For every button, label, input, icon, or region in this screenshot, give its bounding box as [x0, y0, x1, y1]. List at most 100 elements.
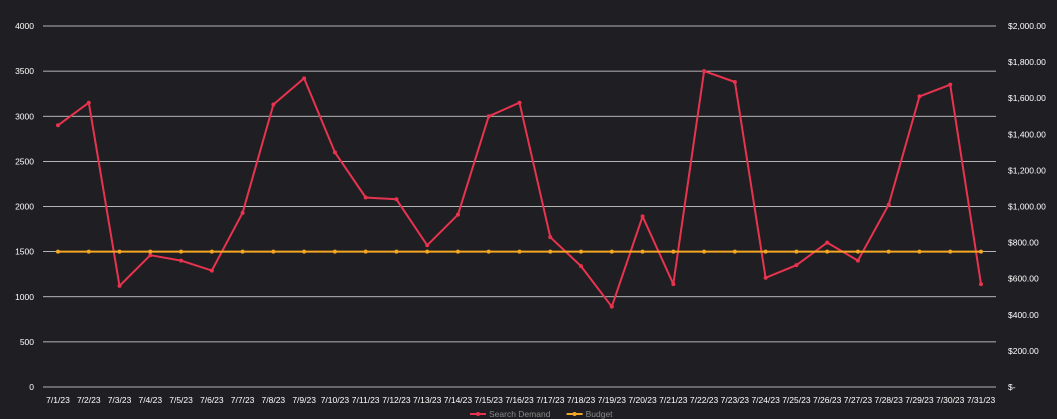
data-point-budget-0 — [56, 249, 60, 254]
data-point-budget-27 — [886, 249, 891, 254]
data-point-budget-8 — [302, 249, 307, 254]
left-axis: 0 500 1000 1500 2000 2500 3000 3500 4000 — [15, 21, 34, 392]
x-tick-label-6: 7/7/23 — [231, 395, 255, 405]
x-tick-label-29: 7/30/23 — [936, 395, 965, 405]
y-tick-label-7: 3500 — [15, 66, 34, 76]
data-point-budget-17 — [579, 249, 584, 254]
x-tick-label-14: 7/15/23 — [475, 395, 504, 405]
data-point-search-demand-16 — [548, 235, 553, 240]
y2-tick-label-5: $1,000.00 — [1008, 202, 1046, 212]
data-point-search-demand-3 — [148, 253, 153, 258]
y-tick-label-8: 4000 — [15, 21, 34, 31]
x-tick-label-21: 7/22/23 — [690, 395, 719, 405]
data-point-budget-14 — [486, 249, 491, 254]
data-point-search-demand-6 — [240, 210, 245, 215]
data-point-search-demand-27 — [886, 202, 891, 207]
x-tick-label-12: 7/13/23 — [413, 395, 442, 405]
data-point-search-demand-22 — [732, 79, 737, 84]
legend: Search Demand Budget — [470, 409, 613, 419]
data-point-search-demand-11 — [394, 197, 399, 202]
x-tick-label-9: 7/10/23 — [321, 395, 350, 405]
data-point-search-demand-30 — [979, 282, 983, 287]
y2-tick-label-6: $1,200.00 — [1008, 165, 1046, 175]
x-tick-label-25: 7/26/23 — [813, 395, 842, 405]
data-point-search-demand-15 — [517, 100, 522, 105]
x-tick-label-16: 7/17/23 — [536, 395, 565, 405]
data-point-search-demand-8 — [302, 76, 307, 81]
data-point-budget-30 — [979, 249, 983, 254]
x-tick-label-30: 7/31/23 — [967, 395, 996, 405]
x-tick-label-27: 7/28/23 — [875, 395, 904, 405]
data-point-search-demand-7 — [271, 102, 276, 107]
legend-item-search-demand: Search Demand — [470, 409, 551, 419]
y-tick-label-6: 3000 — [15, 111, 34, 121]
data-point-search-demand-28 — [917, 94, 922, 99]
data-point-budget-6 — [240, 249, 245, 254]
x-tick-label-17: 7/18/23 — [567, 395, 596, 405]
data-point-budget-5 — [209, 249, 214, 254]
y-tick-label-1: 500 — [20, 337, 34, 347]
x-tick-label-7: 7/8/23 — [262, 395, 286, 405]
data-point-budget-12 — [425, 249, 430, 254]
x-tick-label-18: 7/19/23 — [598, 395, 627, 405]
data-point-budget-28 — [917, 249, 922, 254]
data-point-search-demand-24 — [794, 263, 799, 268]
x-tick-label-2: 7/3/23 — [108, 395, 132, 405]
data-point-budget-1 — [86, 249, 91, 254]
data-point-budget-7 — [271, 249, 276, 254]
series-line-search-demand — [57, 70, 982, 308]
y2-tick-label-1: $200.00 — [1008, 346, 1039, 356]
x-tick-label-13: 7/14/23 — [444, 395, 473, 405]
legend-marker-budget — [572, 412, 577, 416]
x-tick-label-23: 7/24/23 — [751, 395, 780, 405]
data-point-search-demand-21 — [702, 69, 707, 74]
data-point-budget-10 — [363, 249, 368, 254]
data-point-search-demand-4 — [179, 258, 184, 263]
y2-tick-label-8: $1,600.00 — [1008, 93, 1046, 103]
data-point-search-demand-14 — [486, 114, 491, 119]
x-axis: 7/1/23 7/2/23 7/3/23 7/4/23 7/5/23 7/6/23 7/7/… — [46, 395, 995, 405]
data-point-budget-2 — [117, 249, 122, 254]
x-tick-label-10: 7/11/23 — [352, 395, 380, 405]
x-tick-label-20: 7/21/23 — [659, 395, 688, 405]
data-point-search-demand-13 — [455, 212, 460, 217]
data-point-budget-4 — [179, 249, 184, 254]
x-tick-label-28: 7/29/23 — [905, 395, 934, 405]
data-point-search-demand-0 — [56, 123, 60, 128]
data-point-search-demand-9 — [332, 150, 337, 155]
data-point-budget-11 — [394, 249, 399, 254]
x-tick-label-15: 7/16/23 — [505, 395, 534, 405]
data-point-budget-26 — [855, 249, 860, 254]
legend-label-search-demand: Search Demand — [489, 409, 551, 419]
x-tick-label-19: 7/20/23 — [628, 395, 657, 405]
data-point-search-demand-1 — [86, 100, 91, 105]
gridlines — [43, 25, 996, 388]
data-point-search-demand-19 — [640, 214, 645, 219]
data-point-budget-19 — [640, 249, 645, 254]
legend-marker-search-demand — [476, 412, 480, 416]
data-point-search-demand-23 — [763, 275, 768, 280]
x-tick-label-4: 7/5/23 — [169, 395, 193, 405]
data-point-budget-21 — [702, 249, 707, 254]
y-tick-label-4: 2000 — [15, 202, 34, 212]
data-point-budget-29 — [948, 249, 953, 254]
data-point-search-demand-29 — [948, 82, 953, 87]
data-point-search-demand-26 — [855, 258, 860, 263]
y-tick-label-3: 1500 — [15, 247, 34, 257]
data-point-search-demand-18 — [609, 304, 614, 309]
y2-tick-label-3: $600.00 — [1008, 274, 1039, 284]
y2-tick-label-2: $400.00 — [1008, 310, 1039, 320]
legend-label-budget: Budget — [586, 409, 614, 419]
right-axis: $- $200.00 $400.00 $600.00 $800.00 $1,000.00 $… — [1008, 21, 1046, 392]
x-tick-label-3: 7/4/23 — [138, 395, 162, 405]
y-tick-label-0: 0 — [29, 382, 34, 392]
data-point-search-demand-25 — [825, 240, 830, 245]
data-point-budget-18 — [609, 249, 614, 254]
y2-tick-label-4: $800.00 — [1008, 238, 1039, 248]
y2-tick-label-10: $2,000.00 — [1008, 21, 1046, 31]
data-point-budget-3 — [148, 249, 153, 254]
x-tick-label-1: 7/2/23 — [77, 395, 101, 405]
data-point-budget-20 — [671, 249, 676, 254]
y2-tick-label-9: $1,800.00 — [1008, 57, 1046, 67]
